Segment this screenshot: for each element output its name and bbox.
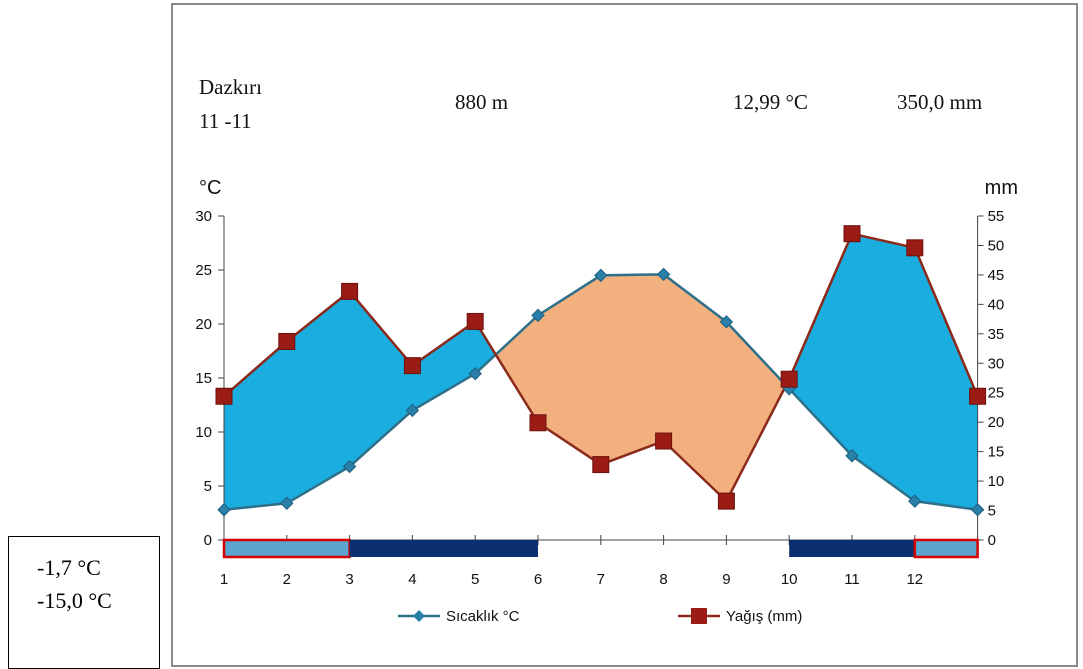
temperature-point xyxy=(656,267,671,282)
frost-period-bar-light xyxy=(222,538,351,559)
precipitation-point xyxy=(780,370,798,388)
precipitation-point xyxy=(466,312,484,330)
left-axis-unit: °C xyxy=(199,177,221,199)
mean-temp-label: 12,99 °C xyxy=(733,90,808,114)
right-tick-label: 10 xyxy=(988,473,1005,490)
temperature-point xyxy=(594,268,608,283)
x-tick-label: 1 xyxy=(220,571,228,588)
left-tick-label: 0 xyxy=(204,532,212,549)
right-tick-label: 50 xyxy=(988,237,1005,254)
left-tick-label: 20 xyxy=(195,316,212,333)
legend-temperature-label: Sıcaklık °C xyxy=(446,608,520,625)
right-tick-label: 40 xyxy=(988,296,1005,313)
extreme-temp-1: -1,7 °C xyxy=(37,555,101,580)
frost-period-bar-light xyxy=(913,538,979,559)
extreme-temp-2: -15,0 °C xyxy=(37,588,112,613)
dry-period-area xyxy=(495,274,787,502)
right-tick-label: 5 xyxy=(988,503,996,520)
temperature-point xyxy=(908,494,922,508)
extreme-temp-box: -1,7 °C -15,0 °C xyxy=(8,536,160,669)
temperature-point xyxy=(342,459,357,474)
temperature-point xyxy=(845,449,859,463)
chart-frame xyxy=(171,3,1078,667)
precipitation-point xyxy=(969,387,987,405)
temperature-point xyxy=(280,496,294,510)
left-tick-label: 30 xyxy=(195,208,212,225)
right-tick-label: 30 xyxy=(988,355,1005,372)
left-tick-label: 5 xyxy=(204,478,212,495)
legend-precipitation-marker xyxy=(691,608,707,624)
precipitation-point xyxy=(529,414,547,432)
x-tick-label: 2 xyxy=(283,571,291,588)
temperature-point xyxy=(531,308,545,323)
right-tick-label: 15 xyxy=(988,444,1005,461)
precipitation-point xyxy=(655,432,673,450)
period-label: 11 -11 xyxy=(199,109,252,133)
precipitation-point xyxy=(403,357,421,375)
precipitation-point xyxy=(592,456,610,474)
x-tick-label: 10 xyxy=(781,571,798,588)
precipitation-point xyxy=(717,492,735,510)
x-tick-label: 3 xyxy=(345,571,353,588)
right-tick-label: 45 xyxy=(988,267,1005,284)
precipitation-point xyxy=(906,239,924,257)
x-tick-label: 8 xyxy=(659,571,667,588)
right-tick-label: 25 xyxy=(988,385,1005,402)
temperature-point xyxy=(719,315,734,329)
x-tick-label: 7 xyxy=(597,571,605,588)
right-tick-label: 20 xyxy=(988,414,1005,431)
left-tick-label: 15 xyxy=(195,370,212,387)
precipitation-point xyxy=(278,332,296,350)
right-tick-label: 35 xyxy=(988,326,1005,343)
precipitation-point xyxy=(341,282,359,300)
altitude-label: 880 m xyxy=(455,90,509,114)
humid-period-area xyxy=(224,291,496,510)
legend-temperature-marker xyxy=(413,610,425,622)
right-tick-label: 0 xyxy=(988,532,996,549)
x-tick-label: 6 xyxy=(534,571,542,588)
station-name: Dazkırı xyxy=(199,75,262,99)
x-tick-label: 11 xyxy=(844,571,860,588)
temperature-point xyxy=(217,503,231,517)
right-tick-label: 55 xyxy=(988,208,1005,225)
x-tick-label: 9 xyxy=(722,571,730,588)
frost-period-bar-dark xyxy=(349,540,538,557)
x-tick-label: 4 xyxy=(408,571,416,588)
x-tick-label: 12 xyxy=(906,571,923,588)
frost-period-bar-dark xyxy=(789,540,915,557)
precipitation-point xyxy=(843,225,861,243)
legend-precipitation-label: Yağış (mm) xyxy=(726,608,802,625)
temperature-point xyxy=(405,403,420,418)
temperature-point xyxy=(468,366,482,381)
left-tick-label: 25 xyxy=(195,262,212,279)
x-tick-label: 5 xyxy=(471,571,479,588)
total-precip-label: 350,0 mm xyxy=(897,90,983,114)
left-tick-label: 10 xyxy=(195,424,212,441)
humid-period-area xyxy=(786,233,978,510)
precipitation-point xyxy=(215,387,233,405)
temperature-point xyxy=(970,503,985,517)
right-axis-unit: mm xyxy=(985,177,1018,199)
